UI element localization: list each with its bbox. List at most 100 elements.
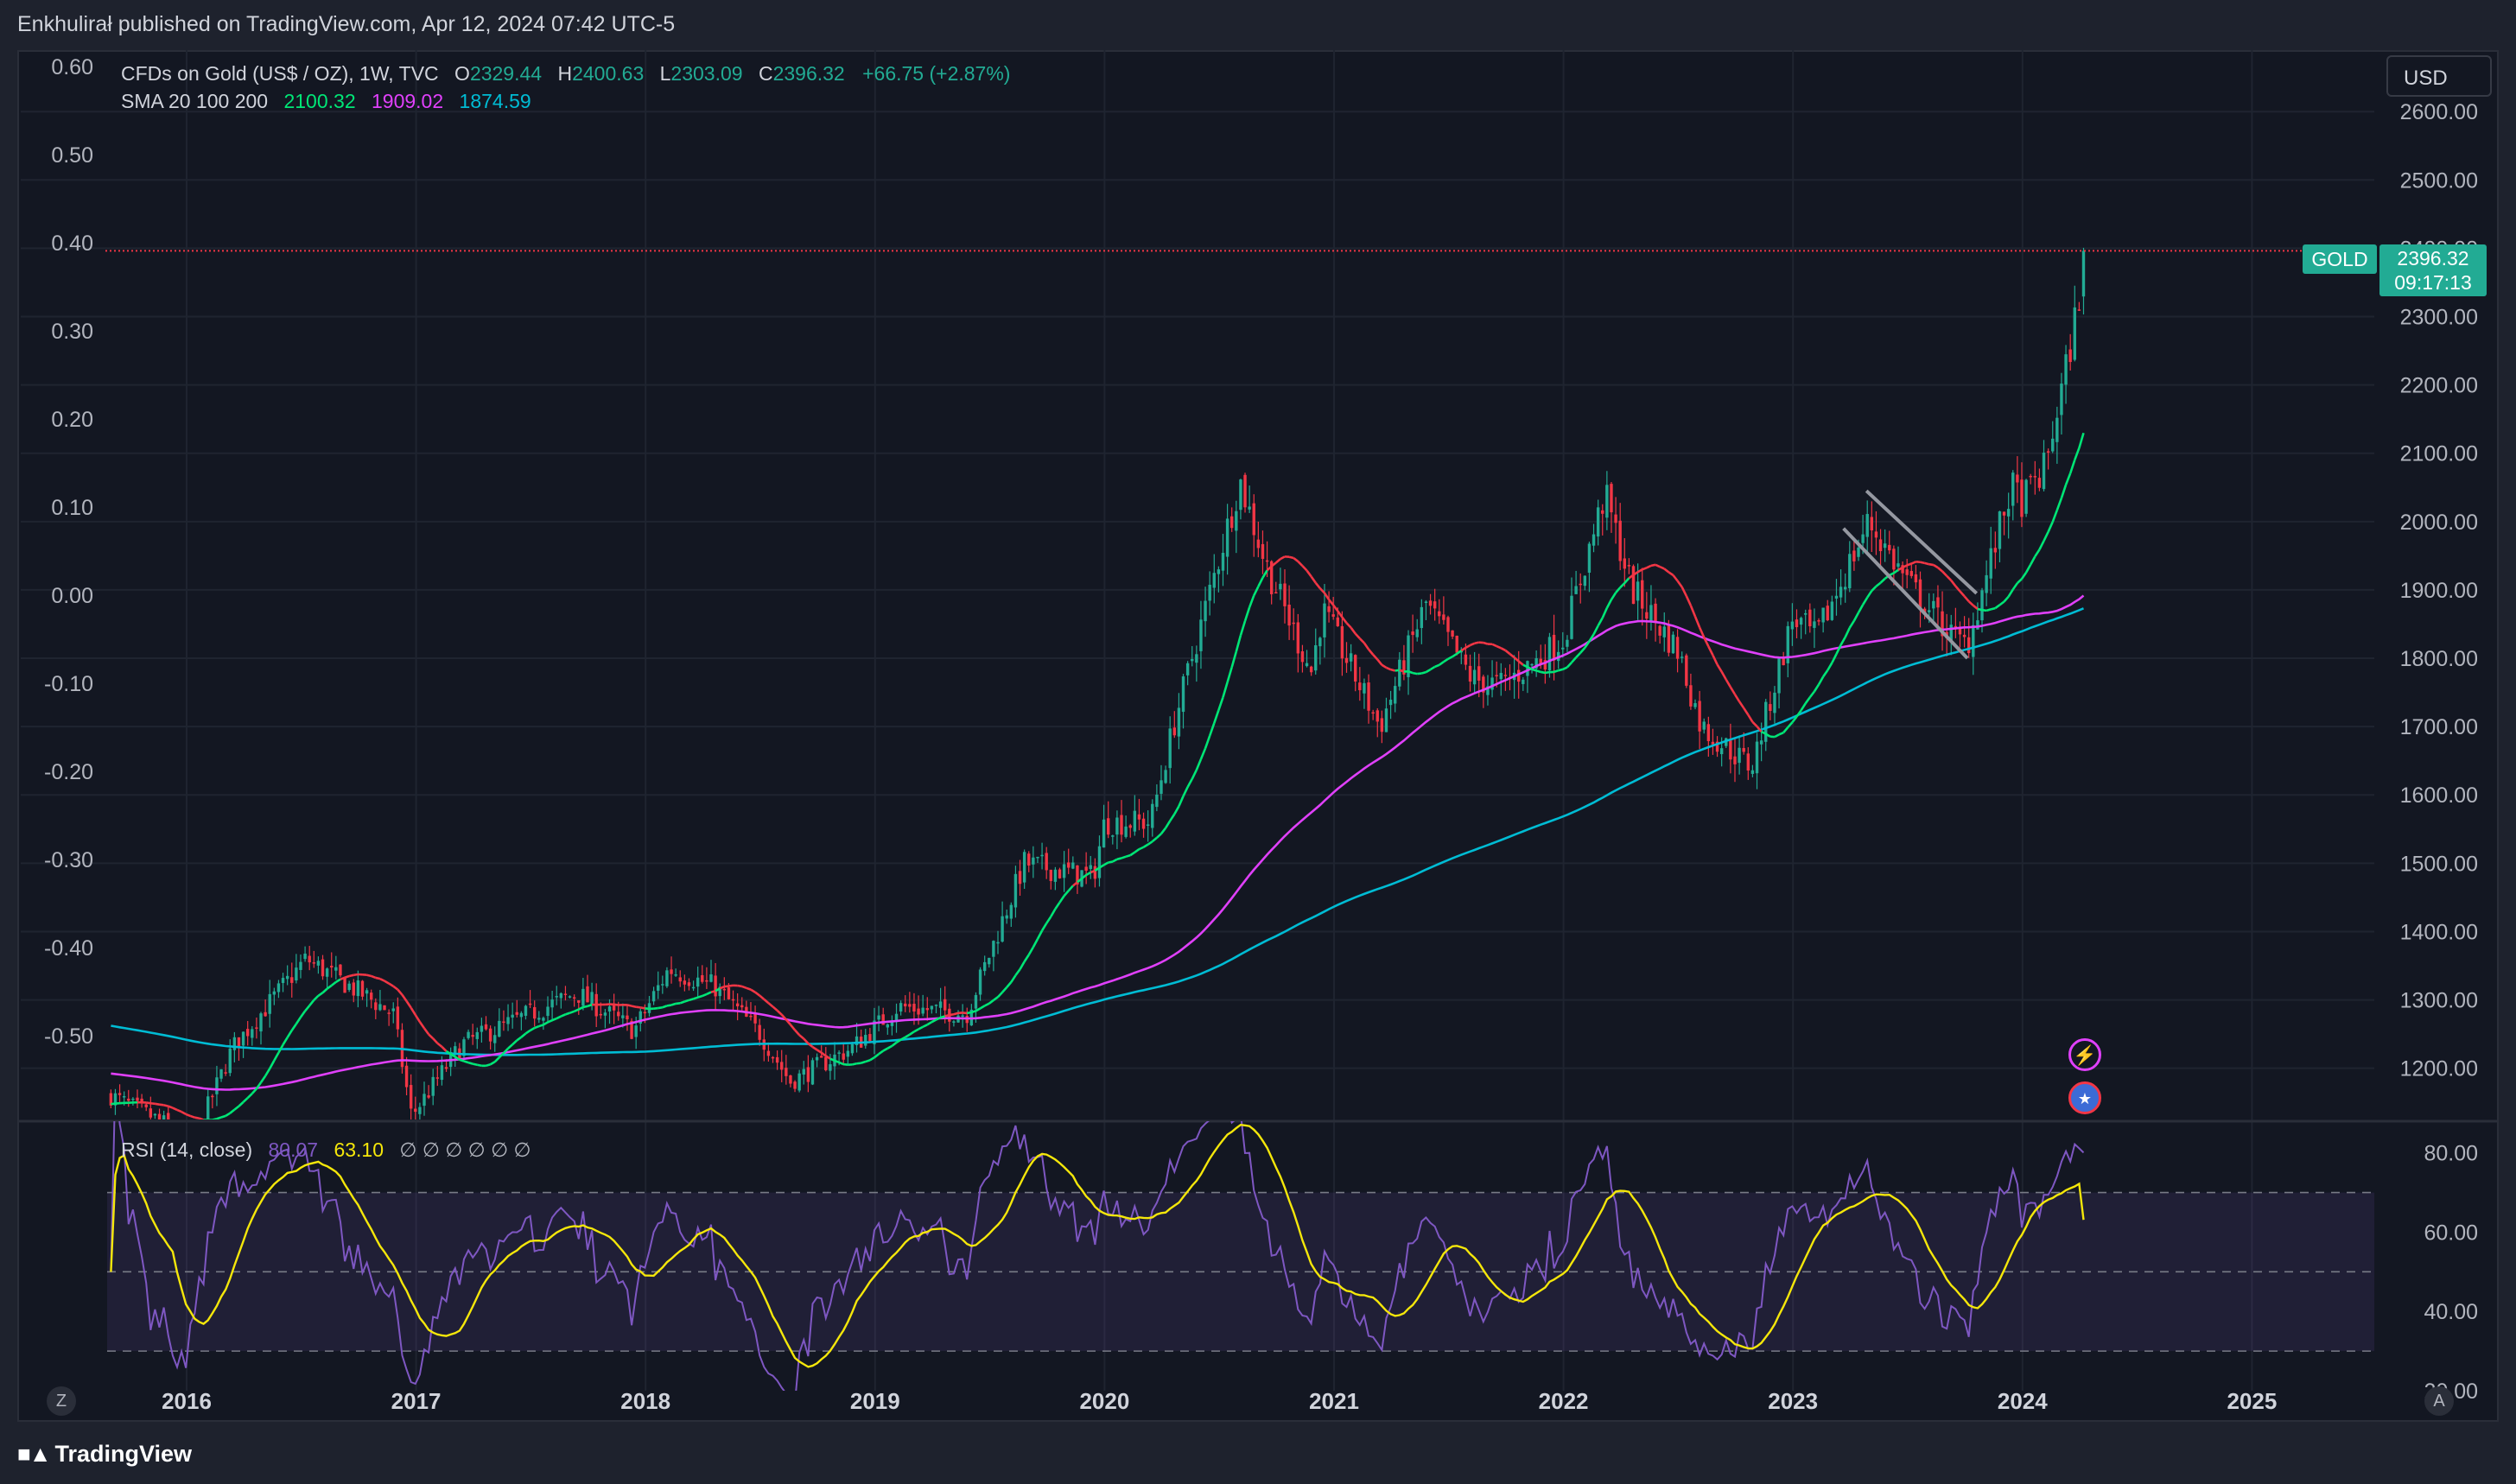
sma20-segment [317, 992, 324, 997]
sma20-segment [997, 991, 1004, 999]
sma20-segment [551, 1017, 557, 1022]
sma20-segment [1116, 857, 1122, 861]
sma20-segment [1527, 666, 1533, 670]
candle-body [1821, 607, 1825, 623]
candle [493, 1026, 497, 1052]
sma20-segment [984, 1002, 990, 1007]
candle [211, 1094, 214, 1109]
sma20-segment [2078, 432, 2085, 449]
candle [1058, 867, 1062, 879]
candle-body [1738, 747, 1741, 764]
candle-body [855, 1036, 859, 1045]
tradingview-logo[interactable]: ■▲ TradingView [17, 1441, 192, 1468]
sma20-segment [949, 1012, 955, 1017]
lightning-event-icon[interactable]: ⚡ [2068, 1038, 2101, 1071]
auto-scale-button[interactable]: Z [47, 1386, 76, 1416]
sma20-segment [767, 1002, 774, 1008]
candle [506, 1004, 510, 1031]
candle-body [251, 1029, 254, 1038]
candle [1195, 645, 1198, 682]
candle-body [1354, 655, 1357, 682]
candle-body [454, 1046, 457, 1055]
price-tick-label: 1300.00 [2400, 989, 2478, 1013]
candle-body [1843, 587, 1847, 590]
candle-body [1949, 625, 1953, 642]
candle-body [396, 1006, 400, 1030]
candle-body [1874, 531, 1878, 538]
candle-body [1918, 579, 1922, 610]
candle [938, 987, 943, 1018]
sma20-segment [1230, 650, 1238, 668]
sma20-segment [1685, 595, 1693, 606]
candle [1725, 737, 1728, 748]
sma20-segment [811, 1045, 818, 1051]
auto-button[interactable]: A [2424, 1386, 2454, 1416]
candle-body [1195, 654, 1198, 663]
candle-body [1230, 516, 1234, 529]
sma20-segment [159, 1103, 164, 1107]
sma20-segment [150, 1101, 156, 1106]
sma20-segment [931, 1018, 937, 1024]
sma20-segment [1186, 778, 1193, 788]
sma20-segment [1222, 682, 1229, 698]
candle [930, 1005, 934, 1014]
candle-body [219, 1069, 223, 1079]
candle-body [749, 1015, 753, 1018]
candle [1331, 596, 1335, 620]
candle-body [1680, 656, 1684, 658]
candle [1821, 607, 1825, 633]
candle [2029, 473, 2032, 485]
sma20-segment [670, 1002, 677, 1006]
sma20-segment [529, 1026, 536, 1032]
candle-body [383, 1005, 386, 1011]
candle [1420, 599, 1424, 644]
candle [842, 1043, 845, 1066]
sma20-segment [1787, 721, 1794, 728]
candle-body [657, 985, 660, 991]
sma20-segment [772, 1005, 778, 1012]
candle-body [577, 1000, 581, 1003]
sma20-segment [163, 1104, 169, 1107]
candle-body [1349, 653, 1353, 662]
us-flag-event-icon[interactable]: ★ [2068, 1081, 2101, 1114]
sma20-segment [1142, 843, 1149, 848]
sma20-segment [970, 1010, 976, 1014]
rsi-legend: RSI (14, close) 80.07 63.10 ∅ ∅ ∅ ∅ ∅ ∅ [121, 1138, 531, 1162]
sma20-segment [1910, 561, 1916, 565]
candle [1230, 507, 1234, 532]
candle [1225, 504, 1229, 575]
sma20-segment [1098, 864, 1105, 869]
candle [295, 954, 298, 984]
candle-body [846, 1050, 850, 1057]
candle-body [237, 1037, 241, 1049]
candle [550, 991, 554, 1022]
candle [603, 1009, 607, 1029]
candle [1587, 542, 1592, 593]
candle-body [651, 991, 656, 1002]
currency-button[interactable]: USD [2386, 55, 2492, 97]
candle [1698, 690, 1701, 750]
sma20-segment [1040, 923, 1048, 932]
sma20-segment [538, 1024, 544, 1028]
candle-body [877, 1015, 880, 1020]
sma20-segment [2047, 521, 2054, 533]
sma20-segment [1491, 643, 1497, 648]
sma20-segment [375, 976, 381, 980]
sma20-segment [1535, 669, 1541, 674]
candle [1685, 653, 1688, 688]
candle [1327, 591, 1331, 623]
candle [969, 1004, 974, 1026]
sma20-segment [1474, 641, 1480, 645]
sma20-segment [1871, 585, 1877, 592]
sma20-segment [503, 1047, 509, 1054]
candle-body [559, 993, 563, 999]
candle-body [1755, 741, 1759, 774]
sma20-segment [1452, 652, 1458, 658]
sma20-segment [1839, 636, 1846, 646]
candle-body [661, 984, 664, 986]
candle [2064, 345, 2068, 404]
candle [1623, 537, 1626, 587]
candle-body [409, 1085, 413, 1109]
open-label: O [454, 62, 470, 85]
